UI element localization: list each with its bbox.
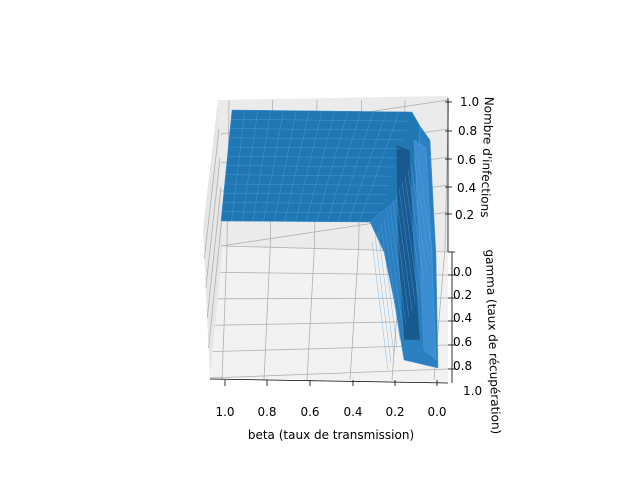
surface-mesh-line: [348, 111, 387, 222]
y-axis-label: gamma (taux de récupération): [483, 249, 503, 434]
x-tick-label: 0.6: [300, 405, 319, 419]
surface-mesh-line: [386, 211, 404, 333]
surface-mesh-line: [274, 110, 297, 222]
x-axis-line: [209, 378, 449, 384]
side-wall-grid-line: [204, 129, 220, 259]
surface-fold-dark: [395, 144, 421, 341]
surface-mesh-line: [242, 110, 258, 222]
surface-mesh-line: [392, 199, 410, 318]
y-tick-label: 0.8: [453, 359, 472, 373]
z-tick-label: 1.0: [460, 95, 479, 109]
surface-mesh-line: [228, 146, 401, 149]
surface-mesh-line: [337, 111, 374, 222]
x-tick-label: 0.2: [385, 405, 404, 419]
surface-mesh-line: [377, 229, 395, 356]
side-wall-grid-line: [206, 187, 222, 319]
surface-mesh-lines: [221, 110, 434, 371]
x-tick-label: 0.8: [257, 405, 276, 419]
surface-mesh-line: [316, 111, 348, 222]
surface-mesh-line: [226, 165, 396, 168]
surface-mesh-line: [263, 110, 284, 222]
y-tick-label: 0.6: [453, 335, 472, 349]
side-wall-grid-line: [208, 216, 223, 349]
y-tick-label: 0.4: [453, 311, 472, 325]
surface-mesh-line: [395, 193, 413, 311]
surface-mesh-line: [227, 156, 398, 159]
floor-pane: [210, 246, 448, 382]
surface-mesh-line: [230, 128, 407, 131]
x-axis-ticks: 1.0 0.8 0.6 0.4 0.2 0.0: [215, 405, 446, 419]
y-tick-label: 0.0: [453, 265, 472, 279]
surface-mesh-line: [383, 217, 401, 341]
surface-mesh-line: [221, 211, 381, 214]
surface-mesh-line: [231, 119, 410, 122]
surface-mesh-line: [371, 241, 389, 371]
surface-mesh-line: [398, 187, 416, 303]
z-tick-label: 0.8: [458, 124, 477, 138]
z-axis-ticks: 0.2 0.4 0.6 0.8 1.0: [455, 95, 479, 222]
surface-mesh-line: [223, 193, 387, 195]
y-tick-label: 1.0: [463, 384, 482, 398]
side-wall-grid-line: [205, 158, 221, 289]
floor-grid-line: [306, 247, 315, 381]
x-tick-label: 0.4: [343, 405, 362, 419]
y-tick-label: 0.2: [453, 288, 472, 302]
x-tick-label: 1.0: [215, 405, 234, 419]
surface-mesh-line: [374, 235, 392, 363]
surface-mesh-line: [380, 223, 398, 348]
surface-mesh-line: [327, 111, 361, 222]
floor-grid-line: [209, 368, 449, 379]
floor-grid-line: [221, 247, 228, 381]
z-tick-label: 0.4: [457, 181, 476, 195]
z-tick-label: 0.2: [455, 208, 474, 222]
surface-mesh-line: [404, 175, 422, 288]
x-axis-label: beta (taux de transmission): [248, 428, 414, 442]
surface-mesh-line: [401, 181, 419, 296]
tick-marks: [224, 101, 455, 386]
surface-mesh-line: [407, 169, 425, 281]
surface-mesh-line: [410, 163, 428, 273]
surface-mesh: [220, 109, 439, 371]
surface-mesh-line: [305, 111, 336, 222]
surface-mesh-line: [224, 183, 390, 186]
surface-mesh-line: [359, 111, 400, 222]
floor-grid-line: [349, 247, 359, 381]
surface-mesh-line: [295, 110, 323, 222]
x-tick-label: 0.0: [427, 405, 446, 419]
z-tick-label: 0.6: [457, 153, 476, 167]
y-axis-ticks: 0.0 0.2 0.4 0.6 0.8 1.0: [453, 265, 482, 398]
surface-mesh-line: [413, 157, 431, 266]
surface-mesh-line: [284, 110, 310, 222]
surface-mesh-line: [252, 110, 271, 222]
surface-mesh-line: [222, 202, 384, 204]
floor-grid-line: [263, 247, 271, 381]
surface-mesh-line: [229, 137, 404, 140]
surface-mesh-line: [389, 205, 407, 326]
surface-mesh-line: [416, 151, 434, 258]
z-axis-label: Nombre d'infections: [478, 97, 496, 218]
surface-mesh-line: [231, 110, 246, 222]
